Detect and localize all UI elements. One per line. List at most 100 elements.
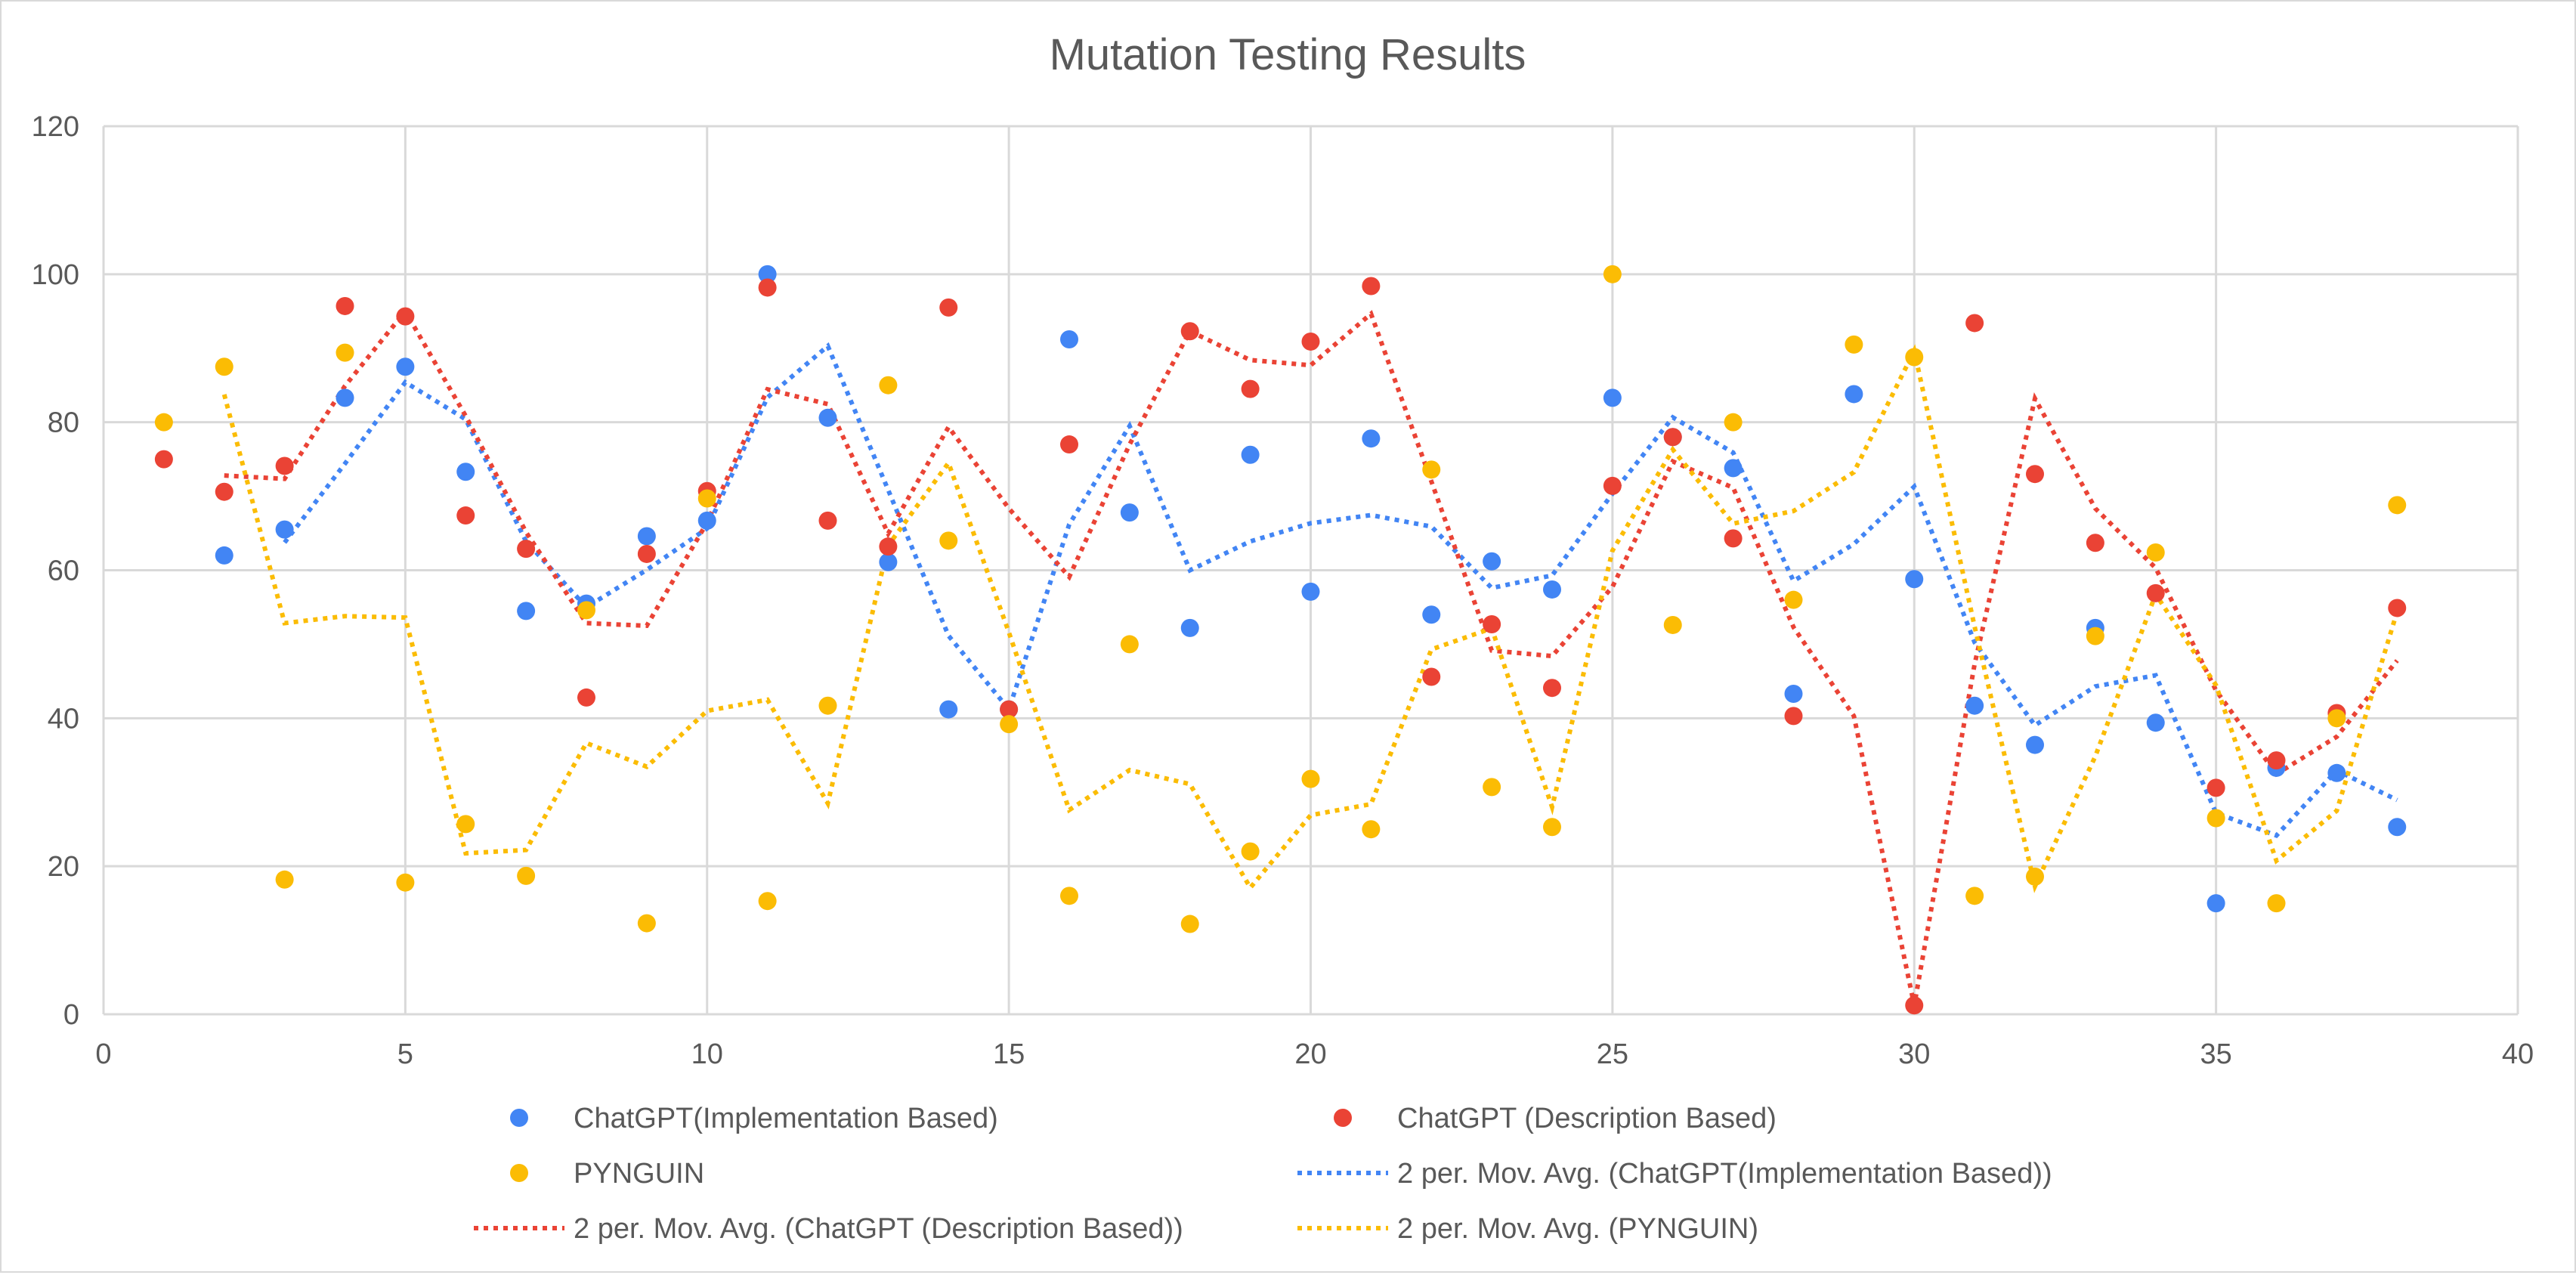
series-2-point — [1905, 996, 1924, 1015]
series-2-point — [1362, 277, 1381, 296]
series-1-point — [1905, 570, 1924, 589]
series-1-point — [275, 520, 294, 539]
y-tick-label: 60 — [48, 555, 79, 587]
series-3-point — [215, 357, 233, 376]
legend-entry: 2 per. Mov. Avg. (ChatGPT(Implementation… — [1297, 1158, 2052, 1190]
series-1-point — [1180, 618, 1199, 637]
series-2-point — [1000, 700, 1019, 719]
series-1-point — [1965, 696, 1984, 715]
series-3-point — [1362, 820, 1381, 839]
series-3-point — [1784, 590, 1803, 609]
series-3-point — [517, 866, 536, 885]
x-tick-label: 10 — [691, 1038, 723, 1070]
legend: ChatGPT(Implementation Based) ChatGPT (De… — [474, 1103, 2052, 1245]
series-1-point — [1241, 445, 1260, 464]
trendline-1 — [283, 342, 2398, 839]
legend-entry: 2 per. Mov. Avg. (ChatGPT (Description B… — [474, 1213, 1183, 1245]
series-3-point — [1241, 842, 1260, 861]
series-1-point — [2206, 894, 2225, 913]
x-tick-label: 5 — [397, 1038, 413, 1070]
series-2-point — [1301, 332, 1320, 351]
series-1-point — [1543, 580, 1561, 599]
series-2-point — [154, 450, 173, 469]
series-1-point — [2388, 818, 2407, 837]
series-3-point — [1120, 635, 1139, 654]
series-1-point — [336, 388, 354, 407]
series-2-point — [2146, 583, 2165, 602]
legend-entry: ChatGPT (Description Based) — [1334, 1103, 1777, 1134]
y-tick-label: 120 — [32, 111, 79, 143]
legend-entry: PYNGUIN — [510, 1158, 704, 1190]
series-2-point — [1724, 529, 1743, 548]
series-2-point — [1543, 679, 1561, 698]
series-3-point — [697, 489, 716, 508]
series-2-point — [1060, 435, 1078, 454]
series-1-point — [1483, 552, 1501, 571]
series-3-point — [1965, 887, 1984, 905]
series-3-point — [758, 892, 777, 911]
series-3-point — [1180, 914, 1199, 933]
legend-entry: ChatGPT(Implementation Based) — [510, 1103, 998, 1134]
series-1-point — [818, 408, 837, 427]
series-2-point — [1603, 476, 1622, 495]
series-2-point — [396, 307, 415, 326]
series-1-point — [1603, 388, 1622, 407]
series-1-point — [2026, 735, 2044, 754]
x-tick-label: 25 — [1597, 1038, 1628, 1070]
y-tick-label: 80 — [48, 407, 79, 439]
legend-label: ChatGPT (Description Based) — [1397, 1103, 1777, 1134]
series-3-point — [2327, 709, 2346, 728]
legend-label: 2 per. Mov. Avg. (PYNGUIN) — [1397, 1213, 1758, 1245]
series-2-point — [2267, 751, 2286, 770]
series-1-point — [456, 463, 475, 481]
x-tick-label: 15 — [993, 1038, 1025, 1070]
series-3-point — [879, 376, 898, 395]
series-3-point — [2388, 496, 2407, 515]
series-3-point — [2267, 894, 2286, 913]
y-tick-label: 20 — [48, 851, 79, 883]
series-3-point — [637, 914, 656, 933]
series-2-point — [2388, 599, 2407, 617]
series-1-point — [1362, 429, 1381, 448]
series-2-point — [1965, 314, 1984, 333]
series-3-point — [1845, 335, 1863, 354]
series-2-point — [818, 511, 837, 530]
series-2-point — [1241, 379, 1260, 398]
y-tick-label: 100 — [32, 259, 79, 291]
series-2-point — [2086, 534, 2104, 552]
series-2-point — [1180, 322, 1199, 341]
series-3-point — [1301, 769, 1320, 788]
series-1-point — [396, 357, 415, 376]
axis-tick-labels: 0 5 10 15 20 25 30 35 40 0 20 40 60 80 100 120 — [32, 111, 2534, 1070]
series-2-point — [637, 544, 656, 563]
legend-label: PYNGUIN — [574, 1158, 704, 1190]
trendlines — [221, 307, 2400, 1006]
series-2-point — [1663, 428, 1682, 447]
x-tick-label: 35 — [2200, 1038, 2231, 1070]
series-3-point — [1724, 413, 1743, 432]
series-3-point — [939, 531, 958, 550]
series-3-point — [396, 873, 415, 892]
series-3-point — [336, 343, 354, 362]
series-2-point — [2206, 778, 2225, 797]
series-3-point — [2086, 627, 2104, 645]
x-tick-label: 20 — [1294, 1038, 1326, 1070]
series-3-point — [1060, 887, 1078, 905]
y-tick-label: 0 — [63, 999, 79, 1031]
chart-title: Mutation Testing Results — [1050, 30, 1526, 79]
series-1-point — [215, 546, 233, 565]
series-3-point — [1905, 348, 1924, 367]
series-3-point — [577, 601, 595, 620]
series-1-point — [1724, 459, 1743, 478]
legend-marker — [510, 1164, 528, 1182]
legend-entry: 2 per. Mov. Avg. (PYNGUIN) — [1297, 1213, 1758, 1245]
y-tick-label: 40 — [48, 703, 79, 735]
legend-label: 2 per. Mov. Avg. (ChatGPT (Description B… — [574, 1213, 1183, 1245]
legend-label: 2 per. Mov. Avg. (ChatGPT(Implementation… — [1397, 1158, 2052, 1190]
series-3-point — [1000, 715, 1019, 734]
series-2-point — [1483, 614, 1501, 633]
series-1-point — [1422, 605, 1441, 624]
series-2-point — [275, 456, 294, 475]
legend-marker — [510, 1109, 528, 1127]
